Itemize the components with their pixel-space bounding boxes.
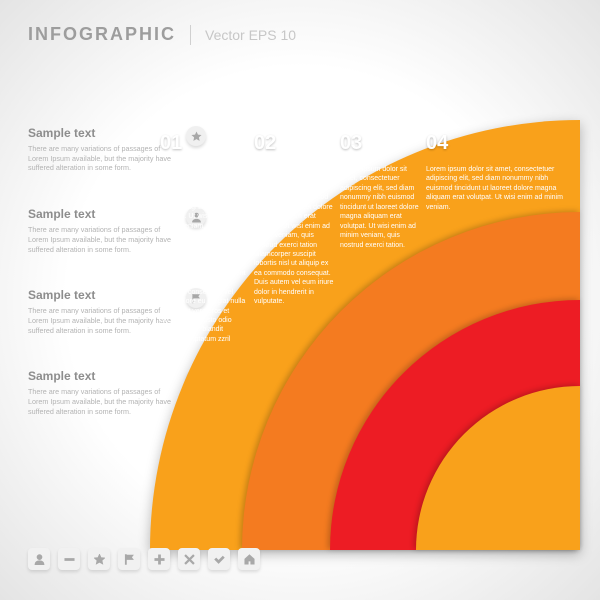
user-icon[interactable]: [28, 548, 50, 570]
close-icon[interactable]: [178, 548, 200, 570]
col-number: 03: [340, 132, 420, 155]
col-number: 02: [254, 132, 334, 155]
fan-col-1: 01 Lorem ipsum dolor sit amet, consectet…: [160, 120, 248, 354]
home-icon[interactable]: [238, 548, 260, 570]
fan-col-4: 04 Lorem ipsum dolor sit amet, consectet…: [426, 120, 576, 212]
header-divider: [190, 25, 191, 45]
fan-columns: 01 Lorem ipsum dolor sit amet, consectet…: [150, 120, 580, 550]
check-icon[interactable]: [208, 548, 230, 570]
col-body: Lorem ipsum dolor sit amet, consectetuer…: [340, 165, 420, 250]
col-number: 04: [426, 132, 576, 155]
col-body: Lorem ipsum dolor sit amet, consectetuer…: [426, 165, 576, 212]
star-icon[interactable]: [88, 548, 110, 570]
plus-icon[interactable]: [148, 548, 170, 570]
col-number: 01: [160, 132, 248, 155]
flag-icon[interactable]: [118, 548, 140, 570]
header-subtitle: Vector EPS 10: [205, 27, 296, 43]
fan-col-2: 02 Lorem ipsum dolor sit amet, consectet…: [254, 120, 334, 307]
minus-icon[interactable]: [58, 548, 80, 570]
header-title: INFOGRAPHIC: [28, 24, 176, 45]
col-body: Lorem ipsum dolor sit amet, consectetuer…: [254, 165, 334, 307]
icon-row: [28, 548, 260, 570]
page-header: INFOGRAPHIC Vector EPS 10: [28, 24, 296, 45]
fan-col-3: 03 Lorem ipsum dolor sit amet, consectet…: [340, 120, 420, 250]
col-body: Lorem ipsum dolor sit amet, consectetuer…: [160, 165, 248, 354]
